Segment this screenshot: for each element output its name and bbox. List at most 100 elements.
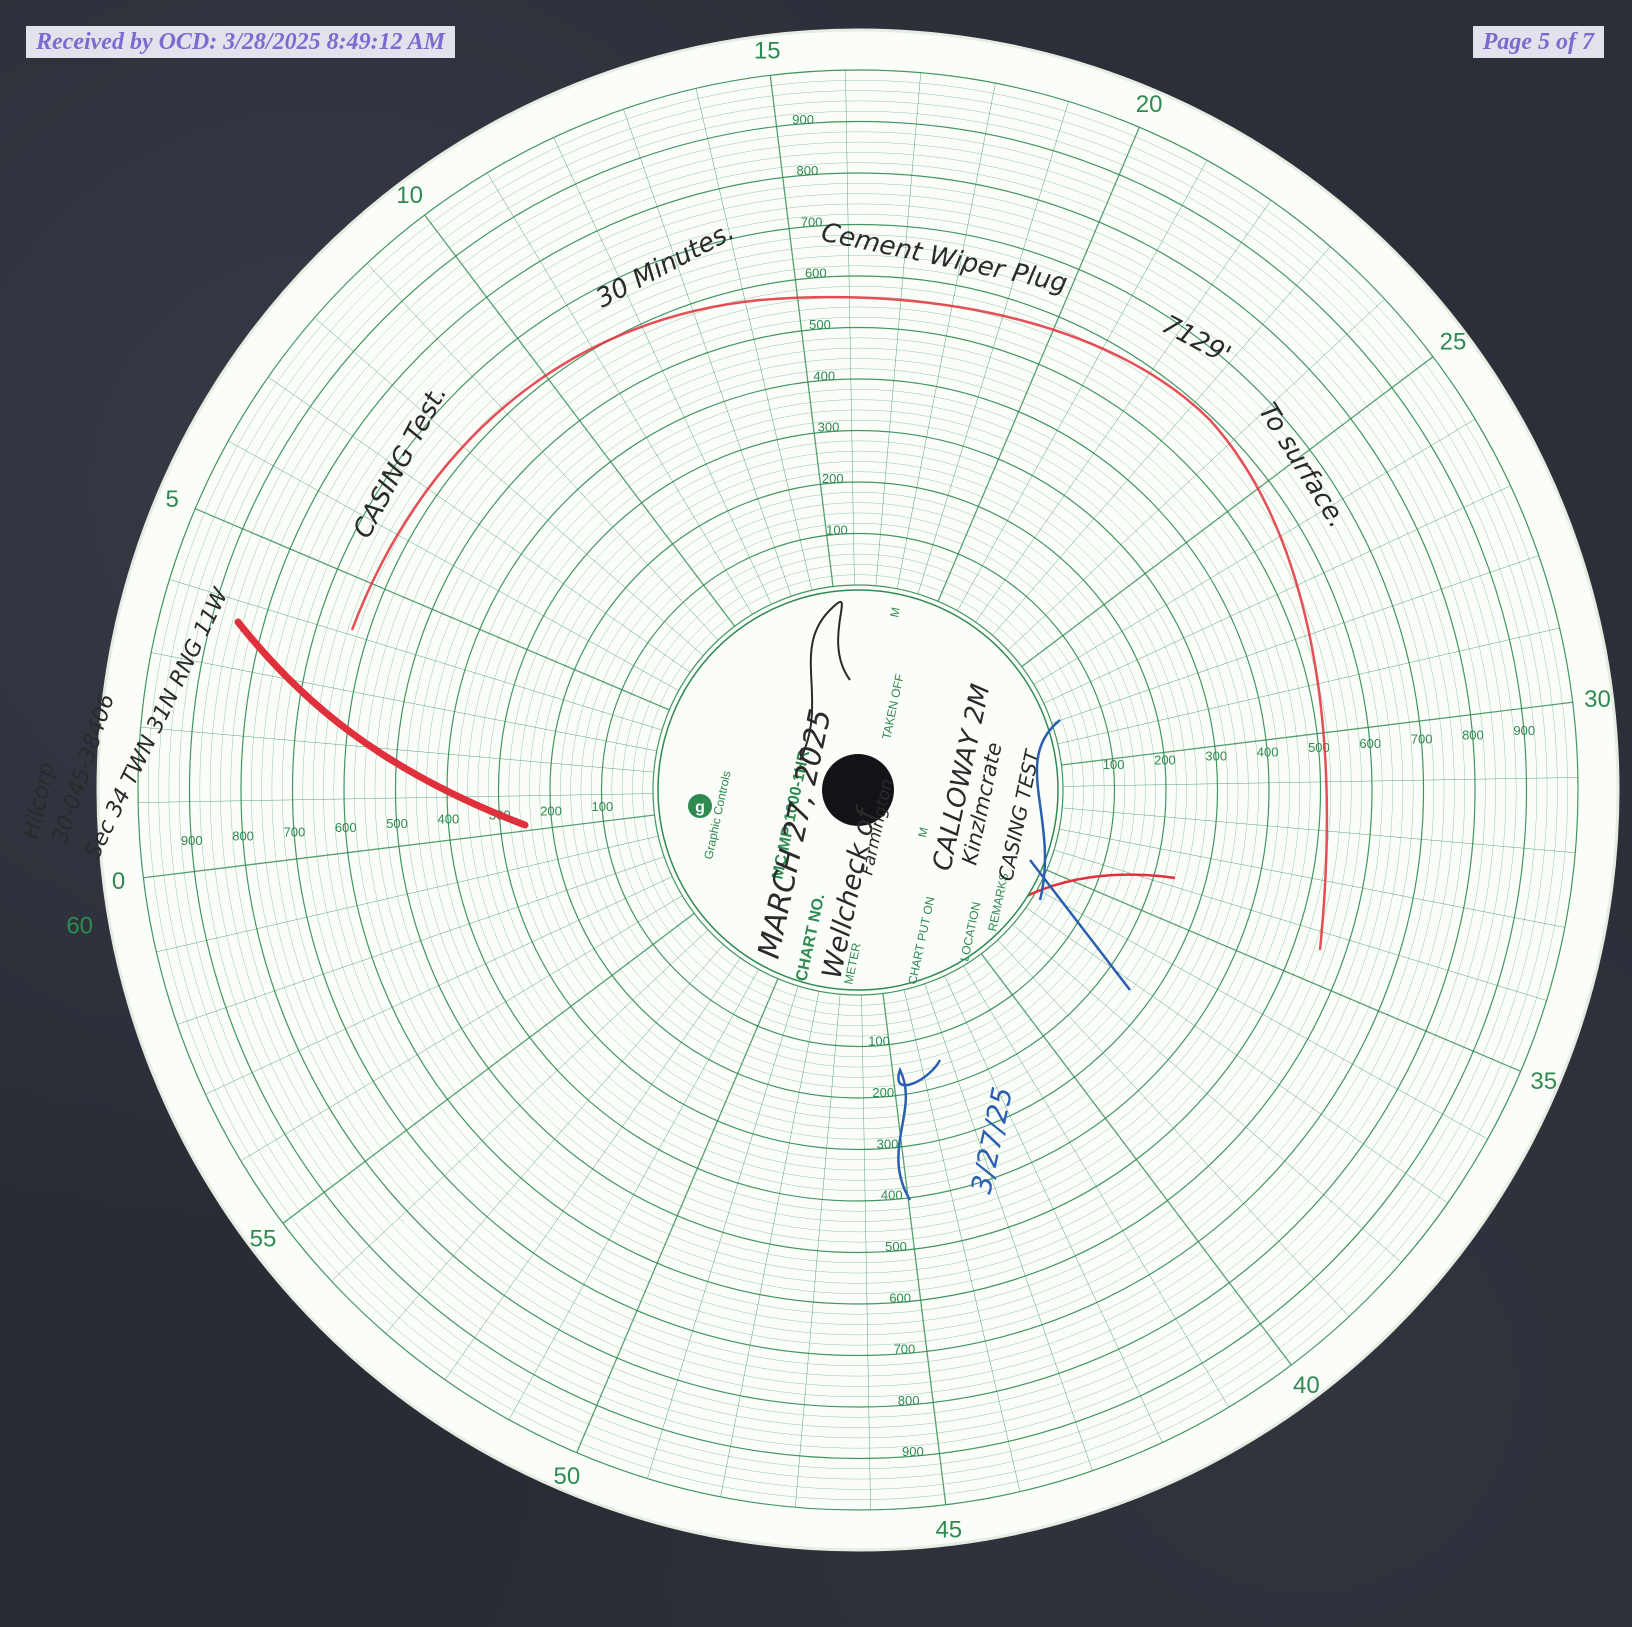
pressure-label: 900 (792, 112, 814, 127)
grid-time-line (896, 83, 996, 589)
grid-time-line (140, 726, 654, 773)
grid-time-line (695, 88, 813, 591)
grid-time-line (143, 814, 655, 879)
grid-time-line (1059, 828, 1565, 928)
grid-ring (209, 141, 1507, 1439)
taken-off-m: M (887, 606, 903, 619)
pressure-label: 100 (1103, 757, 1125, 772)
grid-ring (281, 213, 1435, 1367)
pressure-label: 900 (181, 833, 203, 848)
pressure-label: 100 (868, 1034, 890, 1049)
hour-label: 0 (112, 868, 125, 895)
hour-label: 20 (1136, 91, 1163, 118)
grid-ring (529, 461, 1187, 1119)
grid-ring (137, 69, 1579, 1511)
grid-ring (457, 389, 1259, 1191)
grid-ring (188, 120, 1528, 1460)
grid-ring (539, 471, 1177, 1109)
grid-time-line (486, 172, 753, 615)
grid-ring (384, 316, 1332, 1264)
grid-time-line (647, 985, 799, 1479)
grid-ring (343, 275, 1373, 1305)
pressure-trace-spike (234, 618, 529, 829)
grid-time-line (194, 508, 670, 711)
pressure-label: 200 (822, 471, 844, 486)
grid-time-line (1046, 869, 1522, 1072)
grid-ring (549, 481, 1167, 1099)
hour-label: 5 (166, 486, 179, 513)
pressure-label: 400 (1257, 744, 1279, 759)
grid-time-line (1051, 555, 1539, 724)
grid-time-line (228, 440, 679, 691)
signature-blue-initials (897, 1059, 942, 1201)
grid-ring (220, 152, 1496, 1428)
grid-ring (570, 502, 1146, 1078)
hour-label: 30 (1584, 686, 1611, 713)
grid-time-line (508, 969, 759, 1420)
grid-time-line (424, 214, 736, 627)
grid-ring (477, 409, 1239, 1171)
grid-time-line (385, 944, 724, 1334)
pressure-label: 800 (232, 829, 254, 844)
pressure-label: 700 (894, 1342, 916, 1357)
pressure-label: 600 (335, 820, 357, 835)
grid-ring (394, 326, 1322, 1254)
pressure-label: 900 (1513, 723, 1535, 738)
grid-time-line (1062, 777, 1578, 787)
grid-ring (508, 440, 1208, 1140)
grid-time-line (980, 953, 1292, 1366)
chart-grid (137, 69, 1579, 1511)
signature-blue-remarks (1029, 719, 1131, 991)
grid-ring (178, 110, 1538, 1470)
grid-time-line (937, 126, 1140, 602)
grid-ring (168, 100, 1548, 1480)
grid-ring (291, 223, 1425, 1357)
pressure-label: 500 (809, 317, 831, 332)
pressure-label: 200 (540, 803, 562, 818)
grid-time-line (1043, 485, 1511, 704)
pressure-label: 400 (438, 812, 460, 827)
grid-time-line (992, 246, 1331, 636)
grid-ring (199, 131, 1517, 1449)
pressure-label: 300 (877, 1136, 899, 1151)
grid-ring (251, 183, 1465, 1397)
pressure-label: 400 (813, 368, 835, 383)
grid-ring (611, 543, 1105, 1037)
graphic-controls-logo (688, 794, 712, 818)
grid-ring (590, 522, 1126, 1058)
hour-label: 60 (66, 912, 93, 939)
received-stamp: Received by OCD: 3/28/2025 8:49:12 AM (26, 26, 456, 58)
grid-time-line (845, 70, 855, 586)
grid-ring (600, 532, 1116, 1048)
pressure-label: 800 (1462, 727, 1484, 742)
grid-time-line (875, 72, 922, 586)
grid-time-line (177, 856, 665, 1025)
pressure-label: 500 (885, 1239, 907, 1254)
grid-ring (230, 162, 1486, 1418)
hour-label: 40 (1293, 1372, 1320, 1399)
grid-ring (518, 450, 1198, 1130)
grid-time-line (1037, 889, 1488, 1140)
grid-ring (302, 234, 1414, 1346)
grid-time-line (944, 975, 1163, 1443)
grid-time-line (444, 957, 741, 1380)
pressure-label: 600 (1359, 736, 1381, 751)
grid-ring (148, 80, 1568, 1500)
pressure-label: 900 (902, 1444, 924, 1459)
grid-time-line (997, 939, 1350, 1317)
grid-time-line (861, 994, 871, 1510)
grid-time-line (138, 793, 654, 803)
pressure-label: 800 (898, 1393, 920, 1408)
chart-labels: 0 5 10 15 20 25 30 35 40 45 50 55 60 100 200 300 400 500 6… (66, 38, 1610, 1544)
hour-label: 10 (396, 182, 423, 209)
grid-ring (580, 512, 1136, 1068)
grid-ring (333, 265, 1383, 1315)
grid-time-line (1021, 356, 1434, 668)
grid-ring (374, 306, 1342, 1274)
pressure-label: 200 (872, 1085, 894, 1100)
grid-time-line (205, 876, 673, 1095)
pressure-label: 500 (386, 816, 408, 831)
grid-time-line (769, 75, 834, 587)
pressure-label: 700 (1411, 732, 1433, 747)
